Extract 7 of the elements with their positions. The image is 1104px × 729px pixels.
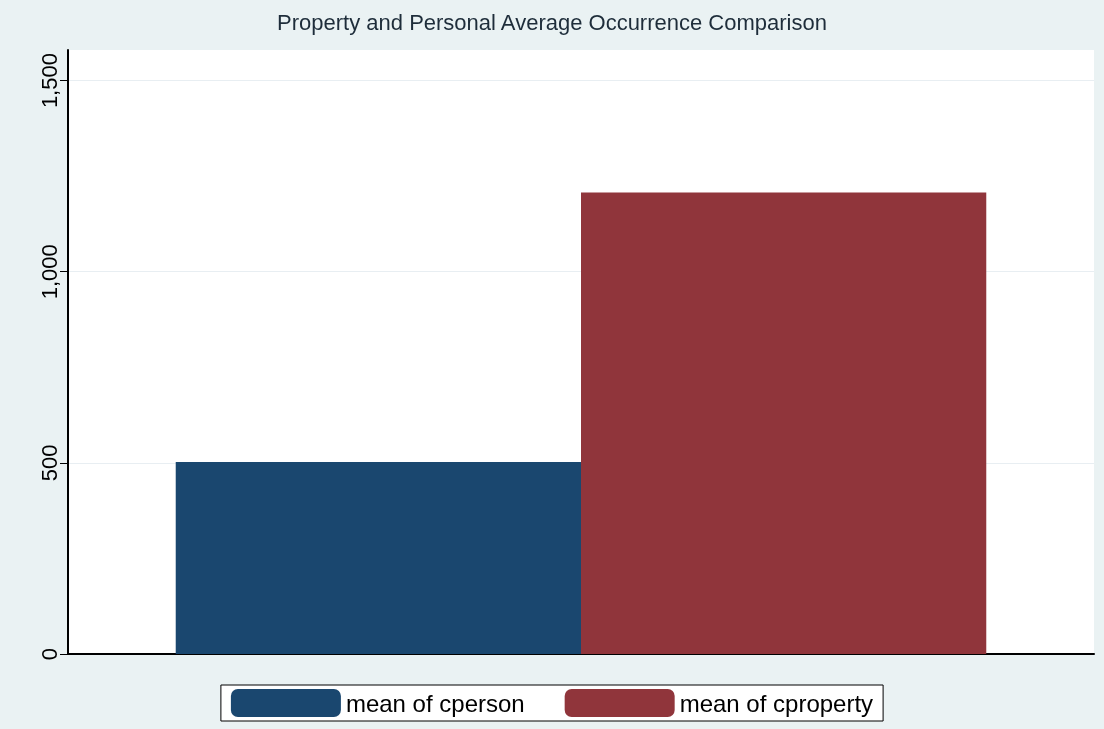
legend-label: mean of cperson [345,689,525,717]
y-tick-label: 0 [36,647,62,661]
y-tick-label: 500 [36,444,62,482]
chart-title: Property and Personal Average Occurrence Comparison [277,9,827,35]
y-tick-label: 1,500 [36,53,62,109]
legend-label: mean of cproperty [679,689,874,717]
y-tick-label: 1,000 [36,244,62,300]
